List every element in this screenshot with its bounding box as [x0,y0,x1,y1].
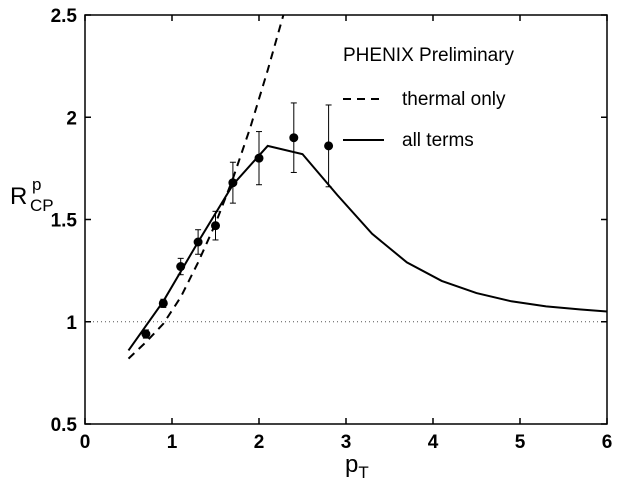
y-axis-title-sup: p [32,175,41,194]
y-tick-label: 2 [66,108,77,129]
data-point [176,262,186,272]
data-point [228,178,238,188]
x-axis-title-sub: T [358,463,368,478]
series-line-dashed [127,15,285,360]
plot-area-frame [84,14,608,425]
y-tick-label: 0.5 [51,415,78,436]
series-line-solid [127,144,607,351]
x-tick-label: 0 [80,432,91,453]
x-tick-label: 2 [254,432,265,453]
data-point [211,221,220,231]
marker-layer [141,102,334,339]
tick-layer: 0 1 2 3 4 5 6 0.5 1 1.5 2 2.5 [51,6,613,453]
data-point [289,133,299,143]
y-tick-label: 2.5 [51,6,78,27]
x-tick-label: 3 [341,432,352,453]
x-tick-label: 5 [515,432,526,453]
x-tick-label: 1 [167,432,178,453]
x-axis-title-main: p [345,451,358,478]
y-tick-label: 1.5 [51,211,78,232]
legend-header: PHENIX Preliminary [343,45,515,66]
legend-label-all-terms: all terms [402,130,474,151]
data-point [324,141,334,151]
x-axis-title: pT [345,451,369,478]
y-axis-title-sub: CP [30,196,54,215]
y-axis-title-main: R [10,183,27,210]
data-point [158,298,168,308]
x-tick-label: 4 [428,432,439,453]
legend: PHENIX Preliminary thermal only all term… [343,45,515,151]
data-point [141,329,151,339]
series-layer [127,15,607,360]
legend-label-thermal-only: thermal only [402,89,506,110]
y-tick-label: 1 [66,313,77,334]
data-point [193,237,203,247]
x-tick-label: 6 [602,432,613,453]
data-point [254,153,264,163]
